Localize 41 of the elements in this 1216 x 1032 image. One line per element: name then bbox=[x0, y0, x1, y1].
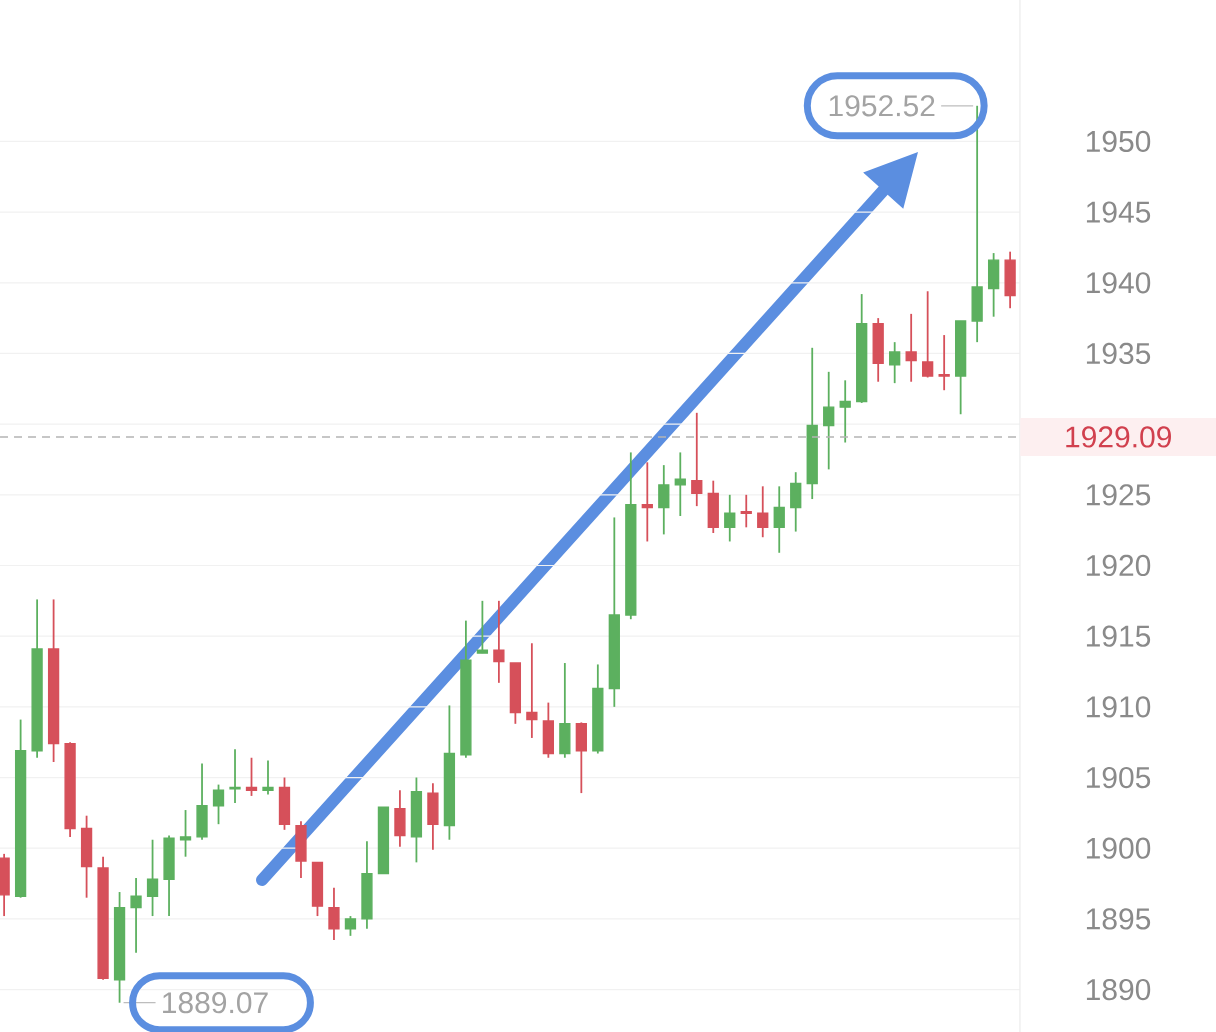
candlestick bbox=[938, 334, 950, 392]
candlestick bbox=[922, 290, 934, 379]
candlestick bbox=[724, 493, 736, 543]
y-tick-label: 1945 bbox=[1086, 201, 1151, 223]
candlestick bbox=[658, 464, 670, 536]
y-tick-label: 1905 bbox=[1086, 766, 1151, 789]
candlestick bbox=[328, 886, 340, 941]
y-tick-label: 1895 bbox=[1086, 908, 1151, 930]
candlestick bbox=[179, 809, 192, 858]
candlestick bbox=[526, 642, 538, 739]
y-tick-label: 1890 bbox=[1086, 978, 1151, 1001]
candlestick bbox=[740, 493, 752, 529]
candlestick bbox=[344, 915, 357, 937]
candlestick bbox=[839, 379, 851, 444]
annotation: 1889.07 bbox=[163, 992, 268, 1014]
candlestick bbox=[757, 485, 769, 539]
candlestick bbox=[691, 411, 703, 508]
y-tick-label: 1935 bbox=[1086, 342, 1151, 365]
candlestick bbox=[641, 461, 653, 543]
y-tick-label: 1900 bbox=[1086, 837, 1151, 859]
y-tick-label: 1920 bbox=[1086, 554, 1151, 577]
candlestick bbox=[476, 599, 489, 655]
candlestick bbox=[823, 370, 835, 471]
candlestick bbox=[262, 759, 274, 796]
candlestick bbox=[212, 783, 225, 826]
y-tick-label: 1915 bbox=[1086, 625, 1151, 647]
candlestick bbox=[146, 838, 159, 917]
candlestick bbox=[245, 756, 258, 797]
y-tick-label: 1950 bbox=[1086, 130, 1151, 153]
candlestick bbox=[773, 485, 785, 554]
candlestick bbox=[493, 599, 505, 684]
candlestick bbox=[229, 748, 241, 804]
y-tick-label: 1925 bbox=[1086, 484, 1151, 506]
annotation: 1952.52 bbox=[829, 95, 935, 117]
y-tick-label: 1910 bbox=[1086, 696, 1151, 718]
candlestick bbox=[674, 451, 686, 517]
y-tick-label: 1940 bbox=[1086, 272, 1151, 294]
ref-line-label: 1929.09 bbox=[1066, 426, 1171, 448]
candlestick bbox=[905, 312, 917, 383]
candlestick bbox=[889, 341, 901, 385]
candlestick bbox=[130, 877, 142, 954]
